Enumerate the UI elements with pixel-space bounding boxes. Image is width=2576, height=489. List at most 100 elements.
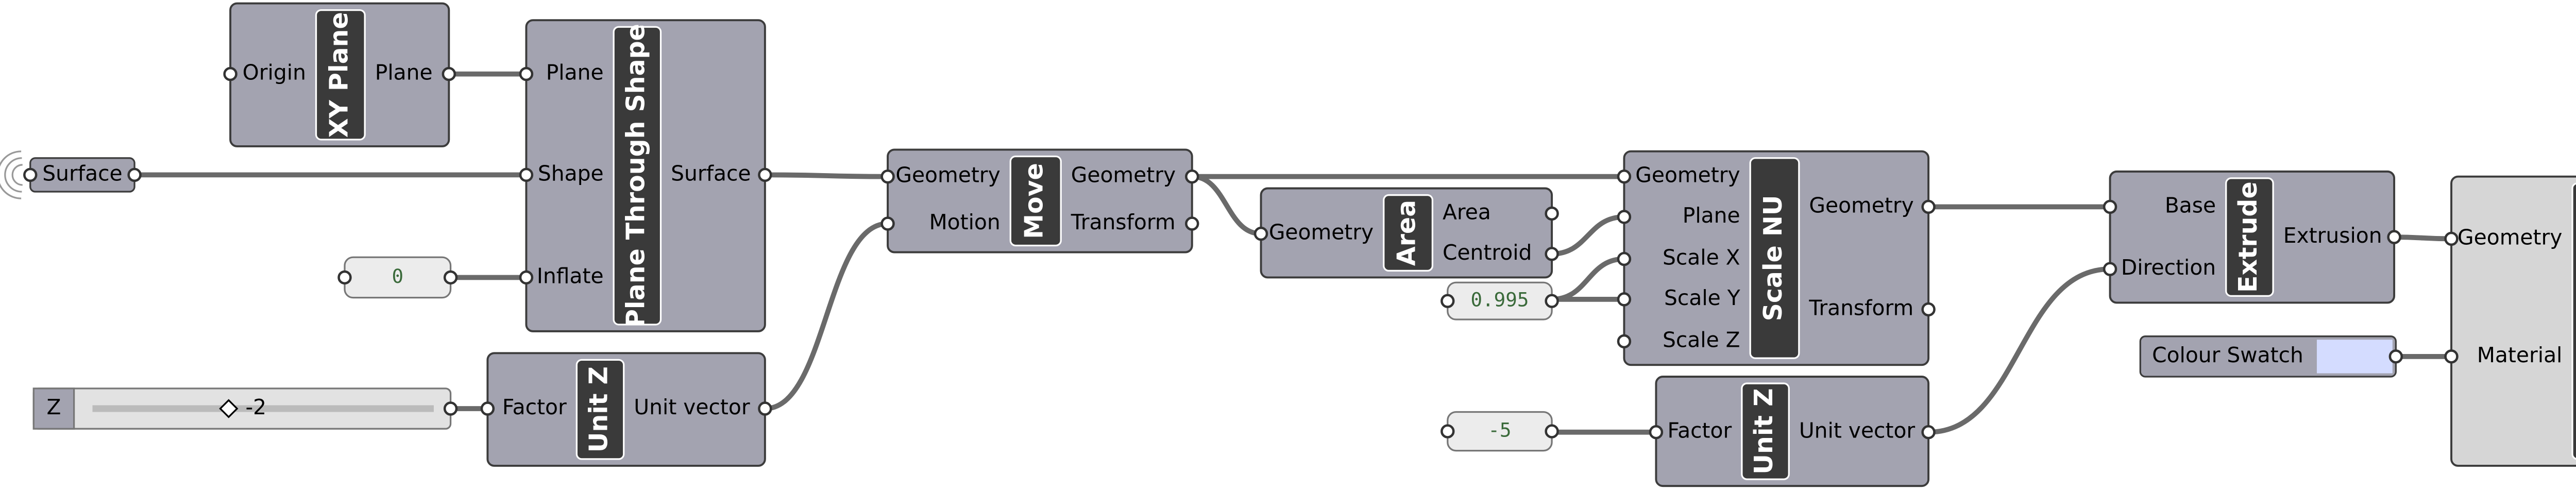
- output-label: Unit vector: [1799, 418, 1916, 443]
- output-label: Surface: [671, 161, 751, 186]
- grip: [223, 66, 238, 81]
- grip: [1185, 216, 1199, 231]
- slider-name: Z: [46, 395, 61, 419]
- output-label: Area: [1443, 199, 1491, 224]
- grip: [758, 401, 772, 416]
- component-title-block: [2571, 182, 2576, 460]
- component-title-block: [575, 359, 625, 460]
- input-label: Base: [2165, 193, 2216, 217]
- panel-value: 0.995: [1470, 289, 1529, 311]
- input-label: Geometry: [1635, 163, 1740, 188]
- input-label: Scale Z: [1663, 327, 1740, 352]
- grip: [758, 167, 772, 182]
- slider-handle: [219, 399, 239, 418]
- grip: [1617, 251, 1632, 266]
- wire: [1192, 174, 1261, 237]
- grip: [2444, 231, 2459, 246]
- wire: [1928, 266, 2110, 435]
- swatch-label: Colour Swatch: [2152, 343, 2303, 367]
- output-label: Geometry: [1071, 163, 1176, 188]
- grip: [2444, 349, 2459, 364]
- input-label: Inflate: [537, 263, 604, 288]
- signal-icon: [0, 150, 22, 199]
- grip: [1921, 302, 1936, 317]
- component-title-block: [1383, 194, 1434, 272]
- grip: [442, 66, 456, 81]
- grip: [1649, 425, 1664, 440]
- output-label: Centroid: [1443, 240, 1532, 265]
- grip: [337, 270, 352, 285]
- component-title: Move: [1020, 163, 1049, 239]
- input-label: Shape: [538, 161, 604, 186]
- component-title-block: [1009, 155, 1062, 247]
- output-label: Transform: [1808, 295, 1913, 320]
- input-label: Geometry: [895, 163, 1000, 188]
- component-title: Plane Through Shape: [621, 24, 650, 328]
- grip: [480, 401, 495, 416]
- component-title-block: [1741, 382, 1790, 480]
- input-label: Plane: [546, 60, 604, 85]
- input-label: Plane: [1683, 203, 1740, 228]
- component-title-block: [613, 26, 662, 326]
- output-label: Plane: [375, 60, 433, 85]
- grip: [1545, 424, 1559, 439]
- input-label: Direction: [2121, 255, 2216, 280]
- output-label: Unit vector: [634, 395, 750, 419]
- grip: [2388, 349, 2403, 364]
- grip: [1253, 226, 1268, 241]
- grip: [1440, 294, 1455, 308]
- component-title-block: [1749, 157, 1800, 359]
- input-label: Scale X: [1663, 245, 1740, 270]
- wire: [765, 221, 888, 411]
- component-title-block: [2225, 177, 2274, 297]
- output-label: Geometry: [1809, 193, 1913, 217]
- component-title: Scale NU: [1758, 195, 1788, 321]
- component-title: Area: [1392, 200, 1421, 266]
- grip: [443, 401, 458, 416]
- grip: [1545, 294, 1559, 308]
- grip: [880, 216, 895, 231]
- grip: [519, 167, 534, 182]
- input-label: Scale Y: [1664, 285, 1740, 310]
- param-label: Surface: [42, 161, 122, 186]
- grip: [1617, 169, 1632, 184]
- panel-value: 0: [392, 265, 403, 288]
- grip: [1617, 334, 1632, 349]
- input-label: Factor: [502, 395, 567, 419]
- wire: [1551, 256, 1624, 302]
- output-label: Transform: [1071, 210, 1176, 234]
- component-title: XY Plane: [324, 12, 353, 138]
- grip: [1617, 210, 1632, 224]
- swatch-colour: [2316, 340, 2393, 374]
- component-title: Extrude: [2233, 181, 2263, 293]
- component-title: Unit Z: [1749, 388, 1778, 474]
- grip: [1545, 206, 1559, 221]
- wire: [1551, 214, 1624, 257]
- wire: [2394, 234, 2452, 242]
- slider-value: -2: [245, 395, 266, 419]
- grip: [127, 167, 142, 182]
- grip: [443, 270, 458, 285]
- grip: [2103, 262, 2117, 276]
- wire: [765, 172, 888, 179]
- grip: [1617, 292, 1632, 307]
- grip: [2103, 199, 2117, 214]
- grip: [1440, 424, 1455, 439]
- grip: [519, 270, 534, 285]
- grip: [1545, 247, 1559, 261]
- panel-value: -5: [1488, 419, 1511, 442]
- grip: [880, 169, 895, 184]
- grip: [1921, 425, 1936, 440]
- input-label: Origin: [243, 60, 306, 85]
- grip: [23, 167, 38, 182]
- slider-name-box: [32, 387, 75, 430]
- grip: [519, 66, 534, 81]
- signal-icon: [11, 164, 23, 186]
- input-label: Factor: [1667, 418, 1732, 443]
- input-label: Material: [2477, 343, 2563, 367]
- component-title: Unit Z: [584, 366, 614, 452]
- input-label: Geometry: [2458, 225, 2562, 249]
- output-label: Extrusion: [2283, 223, 2382, 248]
- component: [2450, 175, 2576, 467]
